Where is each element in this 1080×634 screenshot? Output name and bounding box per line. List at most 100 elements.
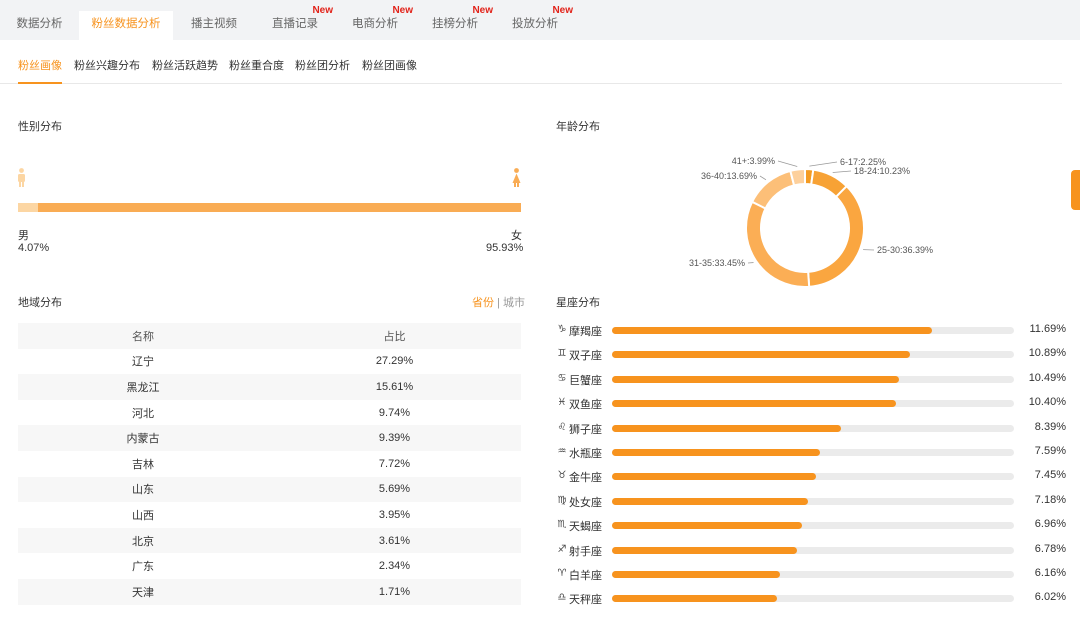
- region-table: 名称 占比 辽宁 27.29% 黑龙江 15.61% 河北 9.74% 内蒙古 9.39…: [18, 323, 521, 605]
- constellation-bar-track: [612, 571, 1014, 578]
- gender-ratio-bar: [18, 203, 521, 212]
- constellation-value: 7.45%: [1034, 469, 1066, 482]
- female-label: 女: [511, 230, 522, 242]
- constellation-bar-fill: [612, 522, 803, 530]
- age-slice-41-plus[interactable]: [789, 167, 806, 187]
- table-row: 河北 9.74%: [132, 406, 411, 420]
- constellation-name: 射手座: [569, 545, 602, 558]
- constellation-name: 双鱼座: [569, 399, 602, 412]
- constellation-name: 狮子座: [569, 423, 602, 436]
- table-header: 名称 占比: [18, 323, 521, 349]
- tab-creator-videos[interactable]: 播主视频: [173, 11, 255, 40]
- constellation-bar-fill: [612, 595, 777, 603]
- table-row: 北京 3.61%: [18, 527, 521, 554]
- constellation-bar-fill: [612, 473, 816, 481]
- subtab-fan-interest[interactable]: 粉丝兴趣分布: [74, 60, 140, 72]
- table-row: 内蒙古 9.39%: [18, 425, 521, 451]
- subtab-fan-activity[interactable]: 粉丝活跃趋势: [152, 60, 218, 72]
- constellation-bar-track: [612, 546, 1014, 554]
- top-tab-bar: 数据分析 粉丝数据分析 播主视频 直播记录 New 电商分析 New 挂榜分析 New…: [0, 0, 1080, 40]
- aquarius-icon: ♒: [557, 446, 567, 457]
- constellation-bar-track: [612, 497, 1014, 505]
- male-label: 男: [18, 230, 29, 242]
- constellation-value: 6.16%: [1034, 567, 1066, 579]
- table-row: 黑龙江 15.61%: [18, 374, 521, 400]
- constellation-row: ♈ 白羊座 6.16%: [556, 567, 1066, 583]
- age-slice-label: 25-30:36.39%: [877, 245, 933, 255]
- constellation-value: 6.78%: [1034, 542, 1066, 555]
- sagittarius-icon: ♐: [557, 543, 567, 555]
- age-donut-chart: 6-17:2.25%18-24:10.23% 25-30:36.39% 31-35:…: [689, 156, 933, 288]
- subtab-fan-group-profile[interactable]: 粉丝团画像: [362, 60, 417, 72]
- leo-icon: ♌: [557, 421, 567, 433]
- constellation-bar-fill: [612, 449, 820, 456]
- region-toggle: 省份 | 城市: [472, 294, 525, 310]
- male-person-icon: [18, 168, 25, 187]
- constellation-bar-fill: [612, 546, 798, 554]
- constellation-row: ♉ 金牛座 7.45%: [556, 469, 1066, 485]
- age-label-leader-line: [832, 170, 852, 173]
- age-slice-label: 6-17:2.25%: [840, 157, 886, 167]
- new-badge: New: [312, 5, 333, 16]
- constellation-value: 10.89%: [1028, 347, 1066, 360]
- constellation-row: ♌ 狮子座 8.39%: [556, 421, 1066, 437]
- tab-ranking-analysis[interactable]: 挂榜分析 New: [415, 6, 495, 40]
- age-section-title: 年龄分布: [556, 121, 600, 133]
- subtab-fan-overlap[interactable]: 粉丝重合度: [229, 60, 284, 72]
- tab-ecommerce-analysis[interactable]: 电商分析 New: [335, 6, 415, 40]
- constellation-name: 水瓶座: [569, 448, 602, 460]
- constellation-row: ♑ 摩羯座 11.69%: [556, 323, 1066, 339]
- column-header-name: 名称: [132, 330, 154, 343]
- age-slice-label: 36-40:13.69%: [701, 171, 757, 181]
- age-slice-36-40[interactable]: [750, 169, 796, 210]
- constellation-value: 8.39%: [1034, 420, 1066, 433]
- constellation-row: ♒ 水瓶座 7.59%: [556, 445, 1066, 461]
- province-toggle[interactable]: 省份: [472, 297, 494, 309]
- constellation-section-title: 星座分布: [556, 297, 600, 309]
- city-toggle[interactable]: 城市: [502, 297, 525, 309]
- constellation-value: 11.69%: [1029, 323, 1067, 335]
- virgo-icon: ♍: [557, 494, 567, 506]
- subtab-fan-profile[interactable]: 粉丝画像: [18, 57, 62, 84]
- table-row: 吉林 7.72%: [132, 457, 411, 471]
- new-badge: New: [392, 5, 413, 16]
- tab-ad-analysis[interactable]: 投放分析 New: [495, 6, 575, 40]
- age-label-leader-line: [777, 160, 798, 167]
- constellation-bar-fill: [612, 400, 897, 408]
- constellation-bar-track: [612, 449, 1014, 456]
- constellation-bar-fill: [612, 351, 910, 359]
- age-slice-31-35[interactable]: [745, 200, 811, 288]
- gemini-icon: ♊: [557, 348, 567, 360]
- constellation-bar-track: [612, 595, 1014, 603]
- constellation-bar-fill: [612, 497, 809, 505]
- table-row: 山东 5.69%: [18, 476, 521, 503]
- constellation-bar-track: [612, 522, 1014, 530]
- side-float-handle[interactable]: [1071, 170, 1080, 210]
- libra-icon: ♎: [557, 592, 567, 604]
- constellation-bar-track: [612, 400, 1014, 408]
- constellation-bar-fill: [612, 424, 842, 432]
- constellation-bar-fill: [612, 571, 781, 578]
- constellation-name: 摩羯座: [569, 326, 602, 338]
- tab-data-analysis[interactable]: 数据分析: [0, 11, 79, 40]
- female-person-icon: [512, 168, 521, 187]
- constellation-value: 6.96%: [1034, 518, 1066, 531]
- age-slice-label: 31-35:33.45%: [689, 258, 745, 268]
- region-section-title: 地域分布: [18, 297, 62, 309]
- constellation-bar-fill: [612, 327, 932, 334]
- tab-fan-data-analysis[interactable]: 粉丝数据分析: [79, 11, 173, 40]
- constellation-name: 金牛座: [569, 472, 602, 485]
- constellation-row: ♓ 双鱼座 10.40%: [556, 396, 1066, 412]
- constellation-row: ♏ 天蝎座 6.96%: [556, 518, 1066, 534]
- tab-live-records[interactable]: 直播记录 New: [255, 6, 335, 40]
- gender-male-fill: [18, 203, 39, 212]
- age-label-leader-line: [809, 161, 838, 167]
- constellation-row: ♊ 双子座 10.89%: [556, 347, 1066, 363]
- constellation-bar-track: [612, 327, 1014, 334]
- age-slice-25-30[interactable]: [807, 184, 865, 288]
- subtab-fan-group-analysis[interactable]: 粉丝团分析: [295, 60, 350, 72]
- age-slice-label: 41+:3.99%: [732, 156, 775, 166]
- constellation-bar-track: [612, 351, 1014, 359]
- table-row: 广东 2.34%: [132, 560, 411, 574]
- column-header-ratio: 占比: [383, 330, 406, 343]
